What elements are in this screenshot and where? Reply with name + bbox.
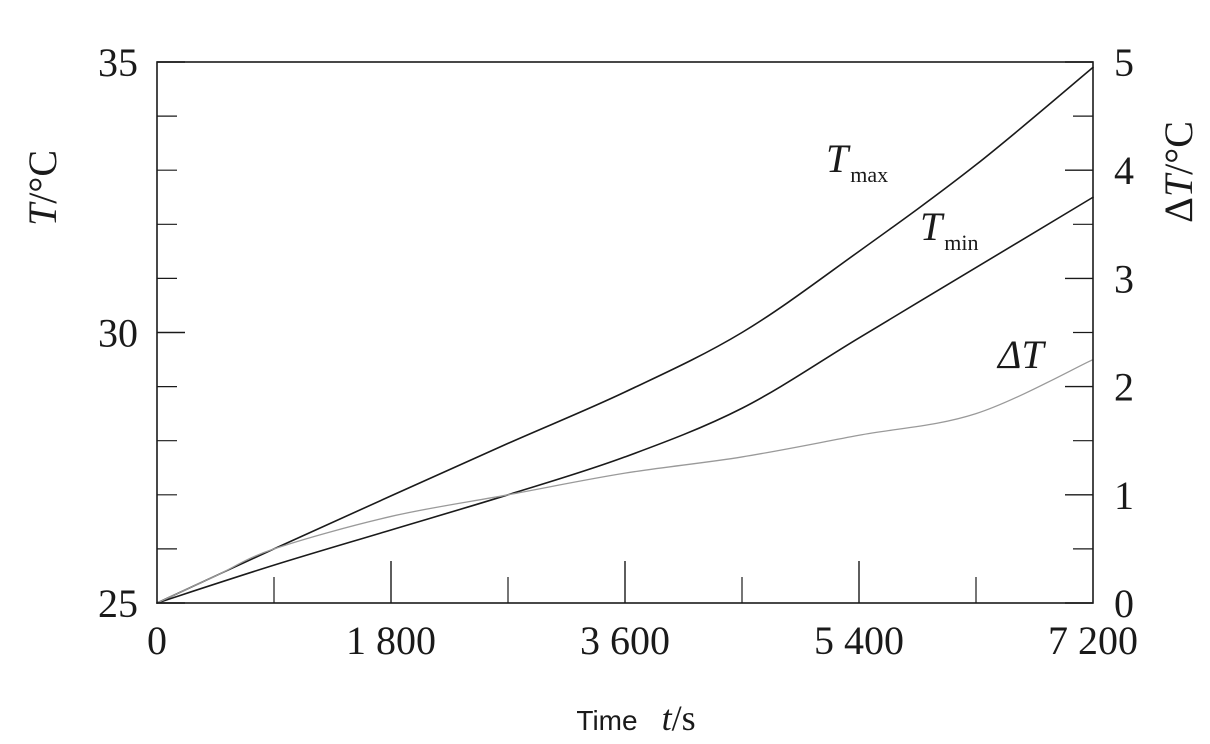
label-tmax-sub: max: [850, 162, 888, 187]
series-line-1: [156, 196, 1094, 604]
plot-frame: [156, 61, 1094, 604]
label-tmax: Tmax: [826, 136, 888, 187]
x-axis-unit: /s: [672, 698, 696, 738]
x-axis-symbol: t: [662, 698, 673, 738]
y-right-tick-label: 2: [1114, 365, 1134, 410]
y-axis-left-title: T/°C: [20, 150, 65, 226]
x-axis-title: Time t/s: [576, 698, 695, 738]
y-axis-right-title: ΔT/°C: [1156, 121, 1201, 223]
label-tmin-main: T: [920, 204, 945, 249]
label-tmin: Tmin: [920, 204, 978, 255]
x-axis-prefix: Time: [576, 705, 637, 736]
y-right-tick-label: 5: [1114, 40, 1134, 85]
x-tick-label: 1 800: [346, 618, 436, 663]
y-axis-right-prefix: Δ: [1156, 197, 1201, 223]
y-right-tick-label: 0: [1114, 581, 1134, 626]
y-right-tick-label: 3: [1114, 256, 1134, 301]
y-axis-right-unit: /°C: [1156, 121, 1201, 175]
x-tick-label: 5 400: [814, 618, 904, 663]
x-tick-label: 3 600: [580, 618, 670, 663]
label-tmin-sub: min: [944, 230, 978, 255]
label-tmax-main: T: [826, 136, 851, 181]
y-axis-right-symbol: T: [1156, 172, 1201, 197]
y-right-tick-label: 1: [1114, 473, 1134, 518]
y-right-tick-label: 4: [1114, 148, 1134, 193]
series-line-2: [156, 358, 1094, 604]
x-tick-label: 7 200: [1048, 618, 1138, 663]
y-axis-left-unit: /°C: [20, 150, 65, 204]
y-left-tick-label: 25: [98, 581, 138, 626]
x-tick-label: 0: [147, 618, 167, 663]
y-left-tick-label: 35: [98, 40, 138, 85]
label-delta-t: ΔT: [996, 332, 1046, 377]
y-axis-left-symbol: T: [20, 201, 65, 226]
y-left-tick-label: 30: [98, 311, 138, 356]
series-line-0: [156, 66, 1094, 604]
